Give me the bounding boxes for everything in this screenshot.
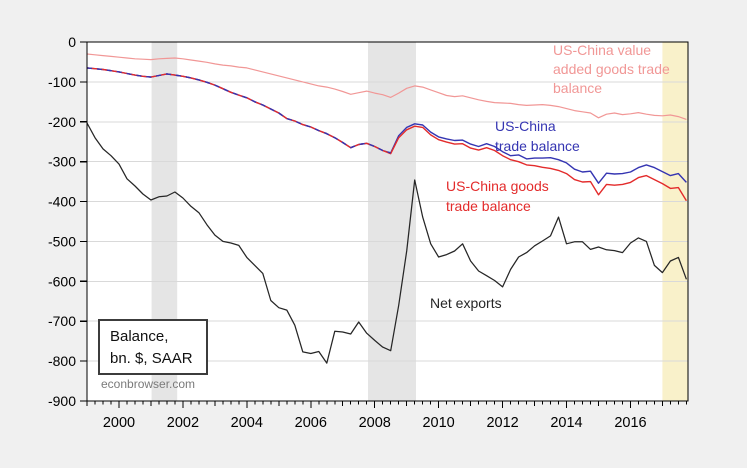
x-tick-label: 2016 [614,415,646,431]
x-tick-label: 2000 [103,415,135,431]
series-label-trade-balance: US-China trade balance [495,118,580,154]
series-label-net-exports: Net exports [430,295,502,311]
y-tick-label: -800 [48,353,76,369]
y-tick-label: -200 [48,114,76,130]
recession-band [368,42,416,401]
y-tick-label: -100 [48,74,76,90]
series-label-value-added: US-China value added goods trade balance [553,42,670,96]
x-tick-label: 2006 [295,415,327,431]
legend-line-2: bn. $, SAAR [110,350,193,367]
y-tick-label: -500 [48,233,76,249]
highlight-band [662,42,688,401]
x-tick-label: 2008 [359,415,391,431]
x-tick-label: 2002 [167,415,199,431]
x-tick-label: 2010 [422,415,454,431]
y-tick-label: -400 [48,194,76,210]
y-tick-label: -300 [48,154,76,170]
legend-box: Balance, bn. $, SAAR [98,319,208,375]
y-tick-label: 0 [68,34,76,50]
y-tick-label: -900 [48,393,76,409]
series-label-goods-trade-balance: US-China goods trade balance [446,178,549,214]
series-value-added [86,53,687,120]
series-net-exports [86,122,687,364]
x-tick-label: 2004 [231,415,263,431]
watermark: econbrowser.com [101,377,196,391]
y-tick-label: -600 [48,273,76,289]
x-tick-label: 2014 [550,415,582,431]
legend-line-1: Balance, [110,328,169,345]
series-trade-balance-overlay [86,67,391,154]
x-tick-label: 2012 [486,415,518,431]
plot-border [86,41,689,402]
y-tick-label: -700 [48,313,76,329]
